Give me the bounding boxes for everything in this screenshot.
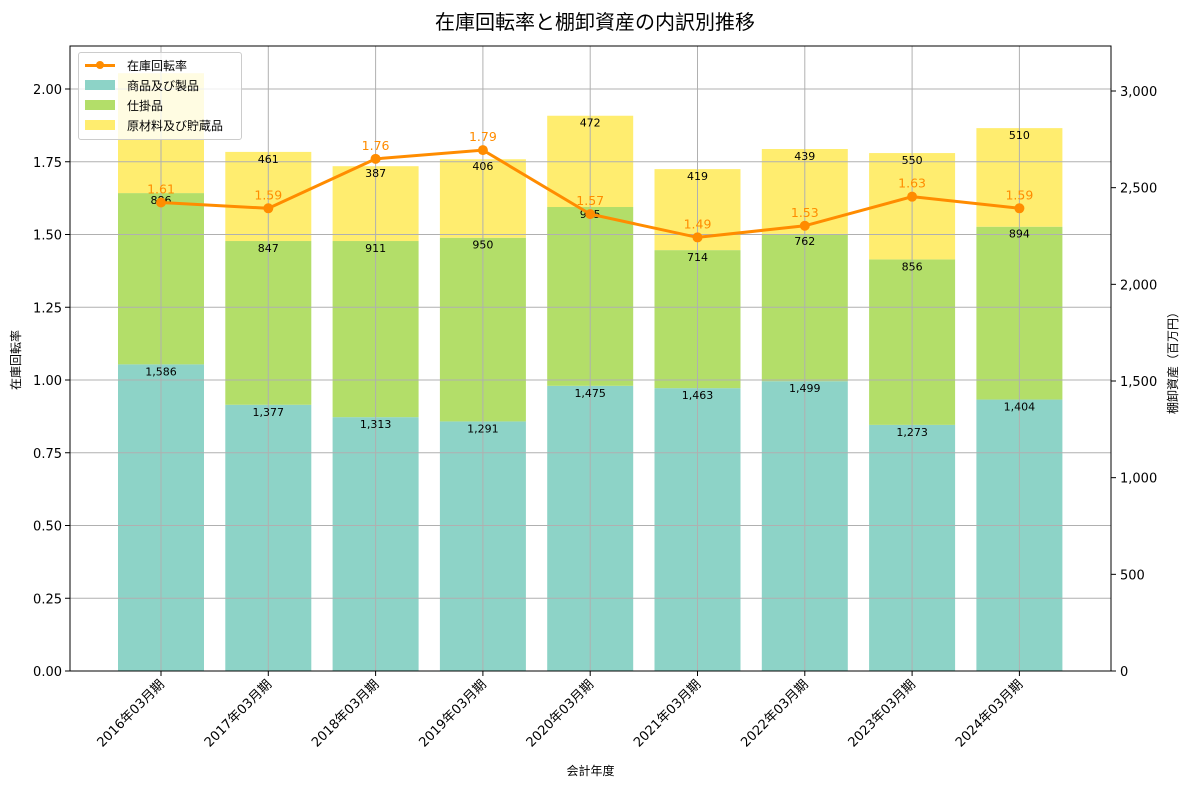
bar-value-label: 550 [902, 154, 923, 167]
turnover-value-label: 1.59 [254, 187, 282, 202]
legend-label: 商品及び製品 [127, 78, 200, 93]
turnover-value-label: 1.63 [898, 176, 926, 191]
y-tick-label: 2.00 [33, 83, 62, 98]
turnover-point [799, 220, 810, 231]
legend-label: 在庫回転率 [127, 58, 188, 73]
turnover-point [585, 209, 596, 220]
y-tick-label: 1.75 [33, 156, 62, 171]
x-tick-label: 2022年03月期 [738, 677, 811, 750]
y2-tick-label: 3,000 [1120, 85, 1157, 100]
bar-value-label: 419 [687, 170, 708, 183]
x-tick-label: 2018年03月期 [309, 677, 382, 750]
bar-value-label: 1,273 [896, 426, 928, 439]
bar-value-label: 847 [258, 242, 279, 255]
y2-tick-label: 1,000 [1120, 472, 1157, 487]
x-tick-label: 2016年03月期 [95, 677, 168, 750]
turnover-value-label: 1.49 [684, 216, 712, 231]
x-tick-label: 2024年03月期 [953, 677, 1026, 750]
legend-item-wip: 仕掛品 [85, 96, 163, 114]
bar-value-label: 1,404 [1004, 401, 1036, 414]
turnover-value-label: 1.79 [469, 129, 497, 144]
legend-item-products: 商品及び製品 [85, 76, 199, 94]
bar-value-label: 387 [365, 167, 386, 180]
turnover-point [477, 145, 488, 156]
y2-tick-label: 0 [1120, 665, 1128, 680]
bar-value-label: 1,475 [574, 387, 606, 400]
chart-legend: 在庫回転率 商品及び製品 仕掛品 原材料及び貯蔵品 [78, 52, 242, 140]
x-axis-label: 会計年度 [566, 763, 614, 778]
turnover-point [907, 191, 918, 202]
bar-value-label: 1,586 [145, 365, 177, 378]
swatch-icon [85, 120, 115, 130]
y2-axis-label: 棚卸資産（百万円） [1165, 306, 1180, 414]
turnover-point [156, 197, 166, 208]
bar-value-label: 472 [580, 117, 601, 130]
x-tick-label: 2023年03月期 [846, 677, 919, 750]
turnover-point [692, 232, 703, 243]
bar-value-label: 1,499 [789, 382, 821, 395]
legend-label: 原材料及び貯蔵品 [127, 118, 224, 133]
legend-label: 仕掛品 [127, 98, 164, 113]
turnover-value-label: 1.57 [576, 193, 604, 208]
turnover-value-label: 1.76 [362, 138, 390, 153]
y-tick-label: 0.50 [33, 520, 62, 535]
bar-value-label: 1,313 [360, 418, 392, 431]
line-marker-icon [85, 60, 115, 70]
swatch-icon [85, 100, 115, 110]
bar-value-label: 894 [1009, 228, 1030, 241]
legend-item-turnover: 在庫回転率 [85, 56, 187, 74]
bar-value-label: 406 [472, 160, 493, 173]
chart-title: 在庫回転率と棚卸資産の内訳別推移 [435, 10, 755, 34]
turnover-point [263, 203, 274, 214]
y-axis-label: 在庫回転率 [8, 330, 23, 390]
y2-tick-label: 2,000 [1120, 278, 1157, 293]
y-tick-label: 1.50 [33, 229, 62, 244]
y2-tick-label: 1,500 [1120, 375, 1157, 390]
y-tick-label: 0.25 [33, 592, 62, 607]
bar-value-label: 950 [472, 239, 493, 252]
bar-value-label: 762 [794, 235, 815, 248]
bar-value-label: 1,291 [467, 422, 499, 435]
bar-value-label: 1,463 [682, 389, 714, 402]
legend-item-raw-materials: 原材料及び貯蔵品 [85, 116, 223, 134]
bar-value-label: 856 [902, 260, 923, 273]
bar-value-label: 510 [1009, 129, 1030, 142]
bar-value-label: 1,377 [253, 406, 285, 419]
y2-tick-label: 500 [1120, 568, 1145, 583]
x-tick-label: 2017年03月期 [202, 677, 275, 750]
x-tick-label: 2019年03月期 [416, 677, 489, 750]
turnover-value-label: 1.61 [147, 181, 175, 196]
bar-value-label: 439 [794, 150, 815, 163]
turnover-point [1014, 203, 1025, 214]
swatch-icon [85, 80, 115, 90]
y2-tick-label: 2,500 [1120, 182, 1157, 197]
y-tick-label: 0.75 [33, 447, 62, 462]
x-tick-label: 2021年03月期 [631, 677, 704, 750]
y-tick-label: 1.25 [33, 301, 62, 316]
turnover-value-label: 1.53 [791, 205, 819, 220]
x-tick-label: 2020年03月期 [524, 677, 597, 750]
turnover-point [370, 153, 381, 164]
bar-value-label: 461 [258, 153, 279, 166]
bar-value-label: 714 [687, 251, 708, 264]
y-tick-label: 0.00 [33, 665, 62, 680]
y-tick-label: 1.00 [33, 374, 62, 389]
turnover-value-label: 1.59 [1005, 187, 1033, 202]
bar-value-label: 911 [365, 242, 386, 255]
